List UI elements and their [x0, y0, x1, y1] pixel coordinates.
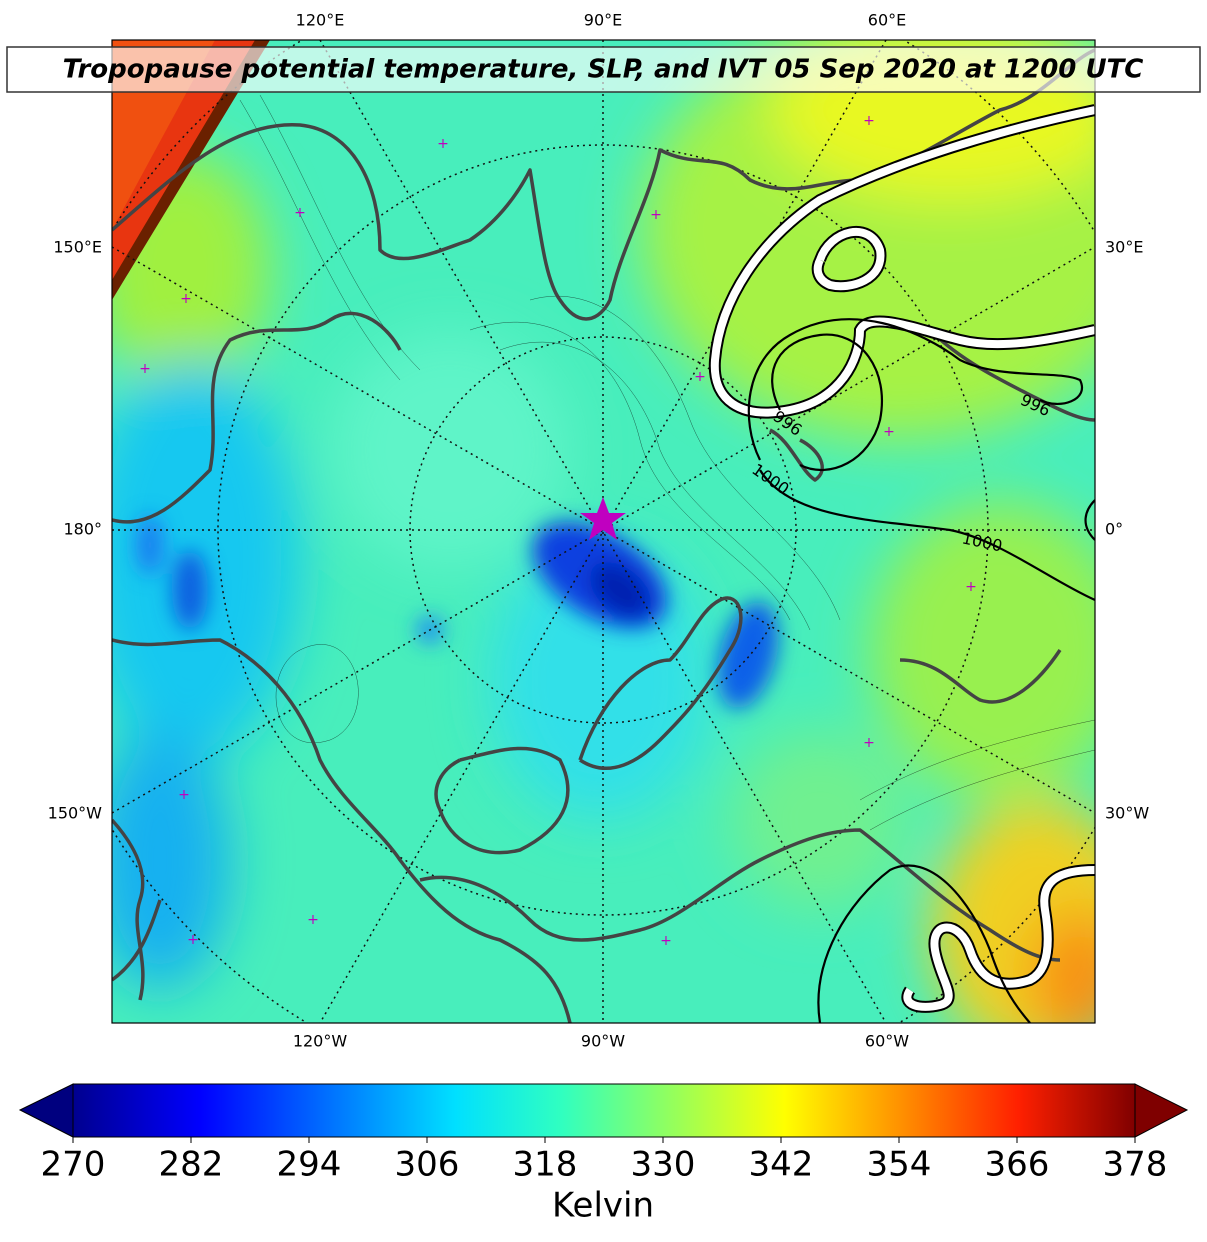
lon-label: 60°W	[865, 1032, 909, 1051]
colorbar-label: Kelvin	[552, 1186, 654, 1226]
colorbar-extend-low	[18, 1083, 74, 1138]
svg-text:+: +	[863, 735, 875, 751]
lon-label: 120°W	[293, 1032, 348, 1051]
map-frame	[111, 39, 1096, 1024]
title-box	[6, 46, 1201, 93]
svg-text:+: +	[650, 207, 662, 223]
colorbar-tick-label: 294	[277, 1145, 342, 1185]
lon-label: 90°W	[581, 1032, 625, 1051]
colorbar-tick-label: 378	[1103, 1145, 1168, 1185]
svg-text:+: +	[965, 579, 977, 595]
colorbar-tick-label: 354	[867, 1145, 932, 1185]
ivt-contours	[708, 104, 1095, 1013]
svg-text:+: +	[139, 361, 151, 377]
colorbar-tick-label: 282	[159, 1145, 224, 1185]
colorbar	[18, 1083, 1189, 1138]
lon-label: 180°	[63, 520, 102, 539]
colorbar-tick-label: 270	[41, 1145, 106, 1185]
svg-text:+: +	[187, 932, 199, 948]
lon-label: 0°	[1105, 520, 1123, 539]
colorbar-tick-label: 366	[985, 1145, 1050, 1185]
colorbar-tick-label: 306	[395, 1145, 460, 1185]
svg-text:+: +	[307, 912, 319, 928]
slp-contours	[747, 318, 1095, 1023]
colorbar-tick-label: 330	[631, 1145, 696, 1185]
station-markers: + + + + + + + + + + + + + +	[139, 113, 977, 949]
colorbar-tick-label: 342	[749, 1145, 814, 1185]
svg-text:+: +	[437, 136, 449, 152]
lon-label: 90°E	[584, 11, 622, 30]
title: Tropopause potential temperature, SLP, a…	[63, 55, 1144, 85]
lon-label: 150°W	[48, 804, 103, 823]
lon-label: 60°E	[868, 11, 906, 30]
svg-text:+: +	[294, 205, 306, 221]
lon-label: 120°E	[296, 11, 345, 30]
svg-text:+: +	[178, 787, 190, 803]
svg-text:+: +	[694, 369, 706, 385]
star-marker	[580, 497, 626, 540]
colorbar-gradient	[72, 1083, 1136, 1138]
lon-label: 150°E	[53, 238, 102, 257]
colorbar-extend-high	[1134, 1083, 1189, 1138]
lon-label: 30°E	[1105, 238, 1143, 257]
lon-label: 30°W	[1105, 804, 1149, 823]
svg-text:+: +	[180, 291, 192, 307]
svg-text:+: +	[660, 933, 672, 949]
graticule	[112, 40, 1095, 1023]
map: ++ ++ ++ ++ ++ ++ ++ 996 1000 996 1000	[112, 40, 1095, 1023]
colorbar-tick-label: 318	[513, 1145, 578, 1185]
svg-text:+: +	[883, 424, 895, 440]
svg-text:+: +	[863, 113, 875, 129]
